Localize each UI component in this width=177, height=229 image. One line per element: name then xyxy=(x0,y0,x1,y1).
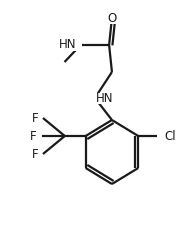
Text: O: O xyxy=(107,11,117,25)
Bar xyxy=(161,131,174,142)
Bar xyxy=(29,131,38,142)
Bar xyxy=(64,39,82,51)
Bar xyxy=(31,148,40,160)
Bar xyxy=(107,13,117,24)
Text: F: F xyxy=(30,130,36,142)
Text: HN: HN xyxy=(58,38,76,52)
Text: HN: HN xyxy=(96,92,113,104)
Text: F: F xyxy=(32,112,38,125)
Bar xyxy=(31,112,40,123)
Bar xyxy=(89,93,108,104)
Text: F: F xyxy=(32,147,38,161)
Text: Cl: Cl xyxy=(165,130,176,142)
